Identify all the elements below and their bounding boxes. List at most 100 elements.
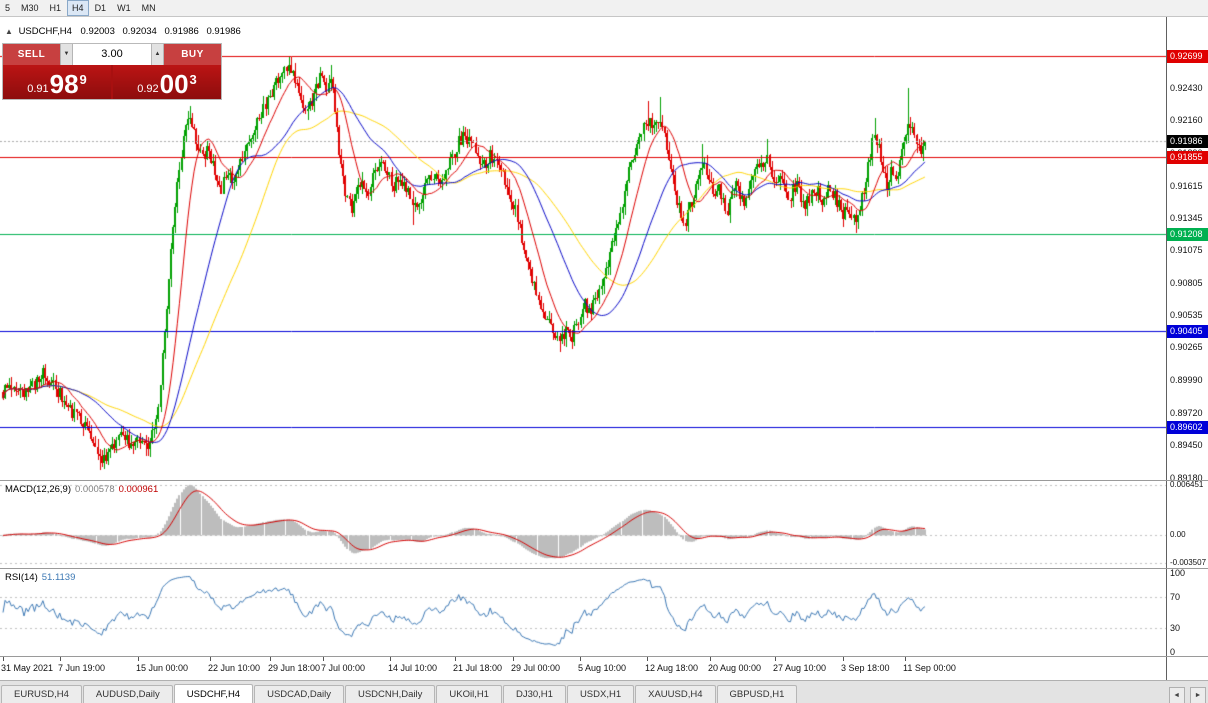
one-click-trading-panel: SELL ▼ 3.00 ▲ BUY 0.91 98 9 0.92 00 3 [2, 43, 222, 100]
time-tick [270, 657, 271, 661]
price-tick-label: 0.91345 [1170, 212, 1203, 223]
sell-price-display[interactable]: 0.91 98 9 [3, 65, 111, 99]
volume-up-button[interactable]: ▲ [151, 44, 164, 65]
time-tick [775, 657, 776, 661]
timeframe-button-mn[interactable]: MN [141, 3, 156, 13]
time-label: 11 Sep 00:00 [903, 663, 956, 673]
chart-tab-gbpusd[interactable]: GBPUSD,H1 [716, 685, 798, 703]
panel-separator[interactable] [0, 480, 1208, 481]
macd-axis-label: 0.006451 [1170, 480, 1204, 490]
timeframe-button-5[interactable]: 5 [5, 3, 11, 13]
time-label: 12 Aug 18:00 [645, 663, 699, 673]
buy-price-display[interactable]: 0.92 00 3 [113, 65, 221, 99]
chart-tab-eurusd[interactable]: EURUSD,H4 [1, 685, 82, 703]
sell-price-sup: 9 [79, 72, 87, 87]
tabs-scroll-left-button[interactable]: ◄ [1168, 687, 1185, 703]
macd-main-value: 0.000578 [75, 484, 115, 495]
chart-tab-bar: EURUSD,H4 AUDUSD,Daily USDCHF,H4 USDCAD,Dai… [0, 680, 1208, 703]
panel-separator[interactable] [0, 568, 1208, 569]
price-tag-0.91986: 0.91986 [1167, 135, 1208, 149]
ohlc-close: 0.91986 [206, 26, 241, 37]
price-axis[interactable]: 0.924300.921600.918900.916150.913450.910… [1166, 17, 1208, 680]
timeframe-button-m30[interactable]: M30 [21, 3, 39, 13]
price-tick-label: 0.92160 [1170, 115, 1203, 126]
time-label: 3 Sep 18:00 [841, 663, 890, 673]
time-label: 15 Jun 00:00 [136, 663, 189, 673]
time-label: 27 Aug 10:00 [773, 663, 827, 673]
chart-tab-usdchf[interactable]: USDCHF,H4 [173, 684, 254, 703]
rsi-name: RSI(14) [5, 572, 38, 583]
macd-label: MACD(12,26,9) 0.000578 0.000961 [5, 484, 158, 495]
chart-tab-xauusd[interactable]: XAUUSD,H4 [635, 685, 716, 703]
price-tick-label: 0.89990 [1170, 375, 1203, 386]
time-tick [3, 657, 4, 661]
time-tick [647, 657, 648, 661]
buy-button[interactable]: BUY [164, 44, 221, 65]
rsi-panel-canvas[interactable] [0, 569, 1166, 656]
rsi-value: 51.1139 [41, 572, 76, 583]
rsi-label: RSI(14) 51.1139 [5, 572, 75, 583]
time-tick [710, 657, 711, 661]
price-tick-label: 0.92430 [1170, 82, 1203, 93]
price-tag-0.90405: 0.90405 [1167, 324, 1208, 338]
time-label: 29 Jul 00:00 [511, 663, 561, 673]
chart-tab-usdx[interactable]: USDX,H1 [566, 685, 635, 703]
price-tick-label: 0.90805 [1170, 277, 1203, 288]
chart-tab-usdcnh[interactable]: USDCNH,Daily [344, 685, 436, 703]
chart-symbol-label: USDCHF,H4 [18, 26, 72, 37]
chart-tab-audusd[interactable]: AUDUSD,Daily [82, 685, 173, 703]
time-label: 7 Jun 19:00 [58, 663, 106, 673]
chart-tab-ukoil[interactable]: UKOil,H1 [436, 685, 502, 703]
time-axis[interactable]: 31 May 2021 7 Jun 19:00 15 Jun 00:00 22 Jun… [0, 657, 1166, 680]
rsi-axis-label: 70 [1170, 591, 1181, 602]
price-tick-label: 0.90535 [1170, 310, 1203, 321]
time-tick [60, 657, 61, 661]
chart-tab-usdcad[interactable]: USDCAD,Daily [254, 685, 344, 703]
time-tick [513, 657, 514, 661]
time-label: 31 May 2021 [1, 663, 54, 673]
price-tag-0.89602: 0.89602 [1167, 420, 1208, 434]
volume-up-icon: ▲ [154, 51, 161, 57]
timeframe-toolbar: 5 M30 H1 H4 D1 W1 MN [0, 0, 1208, 17]
timeframe-button-w1[interactable]: W1 [117, 3, 131, 13]
time-tick [210, 657, 211, 661]
one-click-toggle-icon[interactable]: ▲ [5, 27, 13, 36]
macd-panel-canvas[interactable] [0, 481, 1166, 568]
rsi-axis-label: 100 [1170, 568, 1186, 578]
time-label: 20 Aug 00:00 [708, 663, 762, 673]
price-tick-label: 0.90265 [1170, 342, 1203, 353]
ohlc-open: 0.92003 [80, 26, 115, 37]
tabs-scroll-right-button[interactable]: ► [1190, 687, 1206, 703]
price-tag-0.91208: 0.91208 [1167, 228, 1208, 242]
price-tick-label: 0.89720 [1170, 407, 1203, 418]
macd-axis-label: 0.00 [1170, 530, 1186, 540]
timeframe-button-h1[interactable]: H1 [49, 3, 62, 13]
price-tag-0.91855: 0.91855 [1167, 150, 1208, 164]
macd-signal-value: 0.000961 [118, 484, 159, 495]
time-tick [138, 657, 139, 661]
macd-name: MACD(12,26,9) [5, 484, 71, 495]
right-arrow-icon: ► [1194, 692, 1202, 699]
left-arrow-icon: ◄ [1173, 692, 1181, 699]
chart-title: ▲ USDCHF,H4 0.92003 0.92034 0.91986 0.91… [5, 26, 246, 37]
buy-price-sup: 3 [189, 72, 197, 87]
time-label: 7 Jul 00:00 [321, 663, 366, 673]
macd-axis-label: -0.003507 [1170, 557, 1207, 567]
timeframe-button-d1[interactable]: D1 [94, 3, 107, 13]
time-tick [843, 657, 844, 661]
time-label: 29 Jun 18:00 [268, 663, 321, 673]
time-label: 5 Aug 10:00 [578, 663, 627, 673]
sell-button[interactable]: SELL [3, 44, 60, 65]
price-tag-0.92699: 0.92699 [1167, 49, 1208, 63]
sell-price-big: 98 [49, 69, 79, 99]
volume-input[interactable]: 3.00 [73, 44, 151, 65]
price-tick-label: 0.91075 [1170, 245, 1203, 256]
timeframe-button-h4[interactable]: H4 [67, 0, 89, 16]
time-label: 22 Jun 10:00 [208, 663, 261, 673]
volume-down-button[interactable]: ▼ [60, 44, 73, 65]
chart-tab-dj30[interactable]: DJ30,H1 [502, 685, 566, 703]
time-tick [905, 657, 906, 661]
time-label: 14 Jul 10:00 [388, 663, 438, 673]
time-label: 21 Jul 18:00 [453, 663, 503, 673]
